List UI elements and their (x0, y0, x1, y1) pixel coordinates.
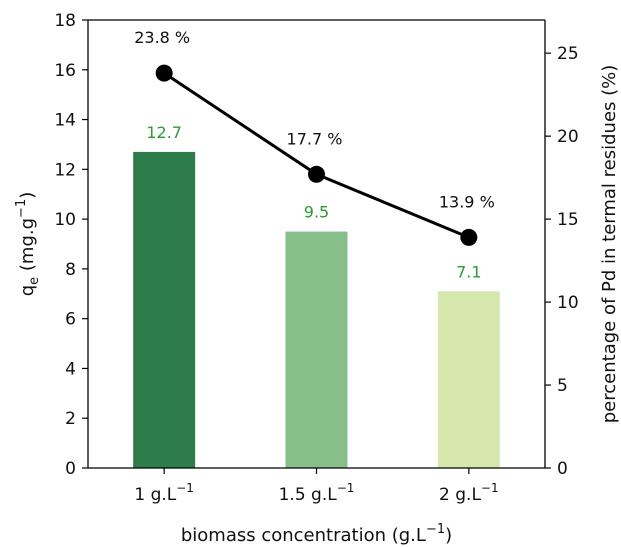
line-point (308, 165, 325, 183)
left-tick-label: 6 (65, 310, 76, 330)
x-tick-label: 1 g.L−1 (134, 481, 194, 505)
right-tick-label: 10 (557, 293, 579, 313)
left-tick-label: 16 (54, 61, 76, 81)
bar (285, 231, 348, 468)
left-tick-label: 10 (54, 210, 76, 230)
line-point (460, 228, 478, 246)
line-value-label: 17.7 % (287, 129, 343, 148)
left-tick-label: 4 (65, 359, 76, 379)
left-tick-label: 8 (65, 260, 76, 280)
x-axis-title: biomass concentration (g.L−1) (181, 522, 452, 546)
line-point (155, 64, 173, 82)
line-value-label: 23.8 % (134, 28, 190, 47)
bar-value-label: 12.7 (146, 123, 182, 142)
left-tick-label: 12 (54, 160, 76, 180)
right-tick-label: 15 (557, 210, 579, 230)
right-tick-label: 25 (557, 44, 579, 64)
right-y-axis-title: percentage of Pd in termal residues (%) (599, 65, 620, 424)
bar-value-label: 9.5 (304, 203, 329, 222)
left-tick-label: 18 (54, 11, 76, 31)
right-tick-label: 20 (557, 127, 579, 147)
right-tick-label: 0 (557, 459, 568, 479)
x-tick-label: 2 g.L−1 (439, 481, 499, 505)
left-tick-label: 0 (65, 459, 76, 479)
left-y-axis-title: qe (mg.g−1) (14, 192, 42, 297)
right-tick-label: 5 (557, 376, 568, 396)
left-tick-label: 14 (54, 111, 76, 131)
bar (437, 291, 500, 468)
bar-value-label: 7.1 (456, 262, 481, 281)
bar (133, 151, 196, 468)
line-value-label: 13.9 % (439, 192, 495, 211)
left-tick-label: 2 (65, 409, 76, 429)
plot-area: 12.7 9.5 7.1 23.8 % 17.7 % 13.9 % 0 2 4 6 8 10 12 14 1… (14, 11, 620, 546)
x-tick-label: 1.5 g.L−1 (279, 481, 355, 505)
